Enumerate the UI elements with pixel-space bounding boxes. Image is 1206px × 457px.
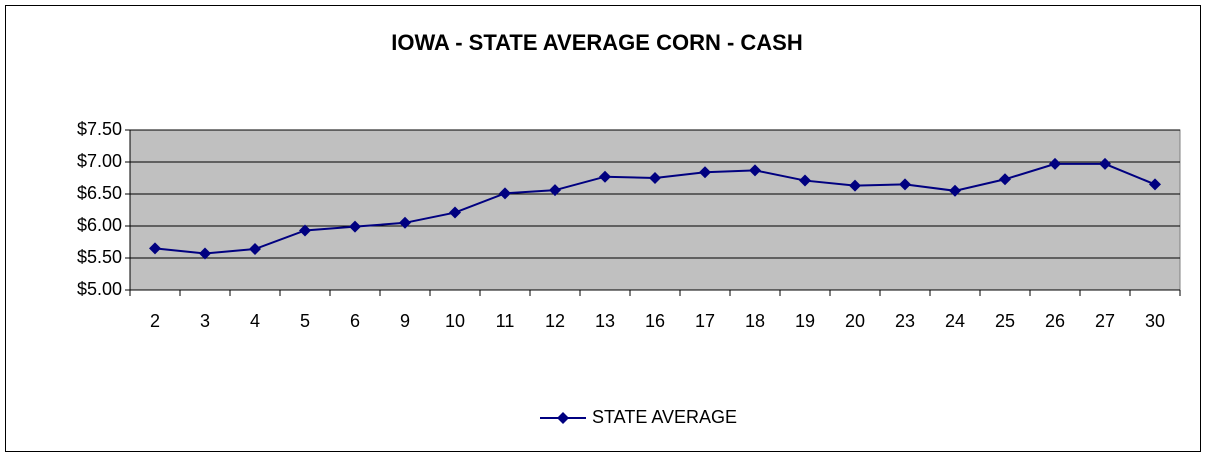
x-tick-label: 6 xyxy=(350,311,360,331)
x-tick-label: 18 xyxy=(745,311,765,331)
data-point xyxy=(1149,178,1161,191)
x-tick-label: 26 xyxy=(1045,311,1065,331)
y-tick-label: $6.00 xyxy=(77,215,122,235)
data-point xyxy=(349,220,361,233)
x-tick-label: 5 xyxy=(300,311,310,331)
x-tick-label: 13 xyxy=(595,311,615,331)
x-tick-label: 11 xyxy=(496,311,515,331)
data-point xyxy=(949,184,961,197)
data-point xyxy=(999,173,1011,186)
x-tick-label: 27 xyxy=(1095,311,1115,331)
x-tick-label: 24 xyxy=(945,311,965,331)
data-point xyxy=(549,184,561,197)
legend-marker xyxy=(557,412,569,424)
x-tick-label: 9 xyxy=(400,311,410,331)
x-tick-label: 16 xyxy=(645,311,665,331)
x-tick-label: 30 xyxy=(1145,311,1165,331)
data-point xyxy=(149,242,161,255)
x-tick-label: 3 xyxy=(200,311,210,331)
x-tick-label: 20 xyxy=(845,311,865,331)
data-point xyxy=(799,174,811,187)
data-point xyxy=(299,224,311,237)
x-tick-label: 25 xyxy=(995,311,1015,331)
data-point xyxy=(899,178,911,191)
x-tick-label: 23 xyxy=(895,311,915,331)
data-point xyxy=(699,166,711,179)
data-point xyxy=(499,187,511,200)
data-point xyxy=(749,164,761,177)
x-tick-label: 2 xyxy=(150,311,160,331)
data-point xyxy=(199,247,211,260)
x-tick-label: 12 xyxy=(545,311,565,331)
data-point xyxy=(1049,157,1061,170)
legend-label: STATE AVERAGE xyxy=(592,407,737,427)
y-tick-label: $7.50 xyxy=(77,119,122,139)
x-tick-label: 17 xyxy=(695,311,715,331)
y-tick-label: $5.50 xyxy=(77,247,122,267)
y-tick-label: $5.00 xyxy=(77,279,122,299)
data-point xyxy=(849,179,861,192)
data-point xyxy=(399,216,411,229)
data-point xyxy=(449,206,461,219)
y-tick-label: $6.50 xyxy=(77,183,122,203)
data-point xyxy=(1099,157,1111,170)
x-tick-label: 19 xyxy=(795,311,815,331)
y-tick-label: $7.00 xyxy=(77,151,122,171)
data-point xyxy=(599,170,611,183)
chart-title: IOWA - STATE AVERAGE CORN - CASH xyxy=(391,30,802,55)
x-tick-label: 10 xyxy=(445,311,465,331)
data-point xyxy=(649,172,661,184)
x-tick-label: 4 xyxy=(250,311,260,331)
data-point xyxy=(249,243,261,256)
plot-area xyxy=(129,129,1181,291)
